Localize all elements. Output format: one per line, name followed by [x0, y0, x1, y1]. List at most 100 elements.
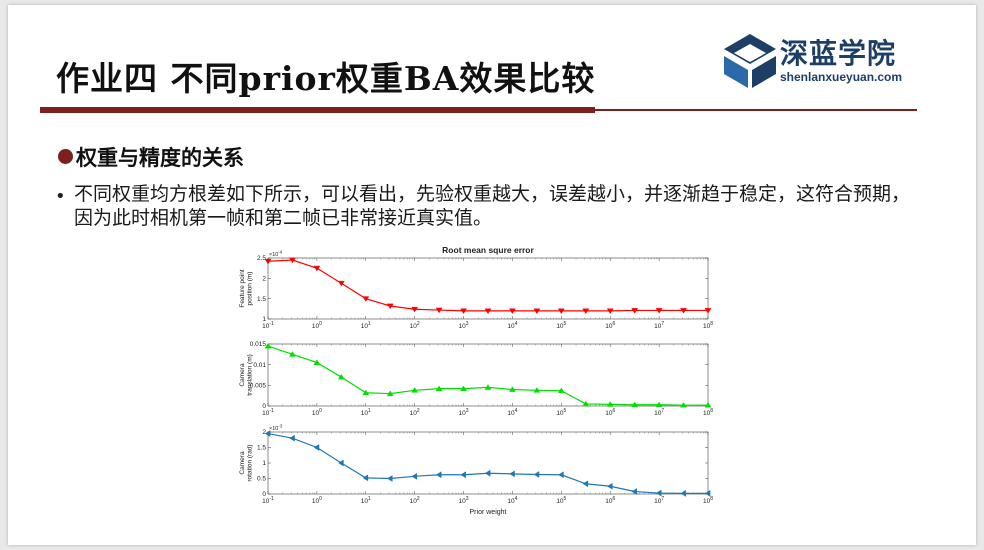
data-point-marker	[288, 257, 296, 264]
x-tick-label: 104	[507, 496, 517, 505]
y-exponent-label: ×10-4	[269, 250, 283, 259]
x-tick-label: 105	[556, 496, 566, 505]
data-point-marker	[411, 472, 418, 480]
x-tick-label: 103	[459, 321, 469, 330]
data-point-marker	[533, 387, 541, 393]
data-point-marker	[264, 342, 272, 349]
data-point-marker	[411, 306, 419, 313]
data-point-marker	[680, 489, 686, 497]
data-point-marker	[509, 470, 515, 478]
y-axis-label: Cameratranslation (m)	[239, 354, 254, 396]
slide	[8, 5, 976, 545]
title-underline-thin	[595, 109, 917, 111]
data-point-marker	[288, 351, 296, 357]
data-point-marker	[631, 488, 638, 495]
data-point-marker	[313, 359, 321, 365]
x-tick-label: 102	[410, 321, 420, 330]
data-point-marker	[558, 471, 564, 479]
data-point-marker	[484, 469, 491, 477]
data-point-marker	[508, 386, 516, 392]
x-tick-label: 107	[654, 496, 664, 505]
data-point-marker	[435, 307, 443, 314]
x-tick-label: 104	[507, 321, 517, 330]
section-heading: 权重与精度的关系	[76, 146, 244, 170]
x-tick-label: 101	[361, 496, 371, 505]
data-point-marker	[582, 400, 590, 407]
y-tick-label: 2	[262, 276, 266, 283]
x-tick-label: 105	[556, 321, 566, 330]
data-point-marker	[337, 280, 345, 287]
x-tick-label: 106	[605, 321, 615, 330]
y-tick-label: 0.005	[250, 383, 267, 390]
data-point-marker	[264, 258, 272, 265]
data-point-marker	[655, 401, 663, 408]
x-tick-label: 103	[459, 408, 469, 417]
data-point-marker	[582, 308, 590, 315]
data-point-marker	[460, 385, 468, 391]
y-tick-label: 0.01	[253, 362, 266, 369]
x-tick-label: 102	[410, 496, 420, 505]
logo-icon	[724, 34, 776, 88]
data-point-marker	[289, 434, 295, 442]
data-point-marker	[533, 471, 540, 478]
x-tick-label: 108	[703, 408, 713, 417]
y-axis-label: Camerarotation (rad)	[239, 444, 254, 481]
data-point-marker	[386, 303, 394, 310]
y-exponent-label: ×10-3	[269, 424, 283, 433]
data-point-marker	[264, 430, 271, 438]
x-tick-label: 107	[654, 321, 664, 330]
y-tick-label: 2	[262, 429, 266, 436]
logo: 深蓝学院 shenlanxueyuan.com	[722, 32, 922, 90]
data-point-marker	[362, 474, 369, 482]
series-line	[267, 345, 708, 406]
panel-frame	[267, 431, 709, 495]
data-point-marker	[606, 401, 614, 407]
data-point-marker	[606, 308, 614, 315]
x-axis-label: Prior weight	[470, 509, 507, 516]
data-point-marker	[655, 489, 662, 497]
data-point-marker	[680, 308, 688, 314]
x-tick-label: 10-1	[262, 321, 274, 330]
body-paragraph: 不同权重均方根差如下所示，可以看出，先验权重越大，误差越小，并逐渐趋于稳定，这符…	[74, 183, 911, 229]
x-tick-label: 101	[361, 408, 371, 417]
data-point-marker	[704, 308, 712, 314]
x-tick-label: 10-1	[262, 496, 274, 505]
data-point-marker	[607, 482, 613, 490]
x-tick-label: 10-1	[262, 408, 274, 417]
data-point-marker	[582, 480, 589, 488]
data-point-marker	[387, 475, 393, 482]
data-point-marker	[484, 384, 492, 390]
body-bullet-icon: •	[55, 186, 66, 207]
panel-frame	[267, 343, 709, 407]
data-point-marker	[655, 308, 663, 314]
data-point-marker	[631, 308, 639, 314]
panel-frame	[267, 257, 709, 320]
y-tick-label: 1	[262, 316, 266, 323]
x-tick-label: 108	[703, 496, 713, 505]
y-tick-label: 0	[262, 403, 266, 410]
x-tick-label: 104	[507, 408, 517, 417]
data-point-marker	[386, 390, 394, 396]
chart-title: Root mean squre error	[442, 245, 534, 255]
x-tick-label: 102	[410, 408, 420, 417]
data-point-marker	[704, 402, 712, 408]
x-tick-label: 107	[654, 408, 664, 417]
y-tick-label: 0	[262, 491, 266, 498]
series-line	[267, 259, 708, 312]
y-tick-label: 1.5	[257, 296, 266, 303]
data-point-marker	[533, 308, 541, 315]
data-point-marker	[313, 444, 320, 451]
y-tick-label: 1	[262, 460, 266, 467]
rmse-figure: Root mean squre error 1 1.5 2 2.5 ×10-4 10-1 10…	[230, 241, 720, 519]
data-point-marker	[631, 401, 639, 408]
data-point-marker	[508, 308, 516, 315]
data-point-marker	[704, 489, 711, 497]
y-tick-label: 0.015	[250, 341, 267, 348]
y-tick-label: 0.5	[257, 476, 266, 483]
section-bullet-icon	[58, 149, 73, 164]
data-point-marker	[557, 308, 565, 315]
x-tick-label: 100	[312, 496, 322, 505]
data-point-marker	[362, 389, 370, 396]
title-underline-thick	[40, 107, 595, 113]
slide-title: 作业四 不同prior权重BA效果比较	[56, 59, 596, 98]
